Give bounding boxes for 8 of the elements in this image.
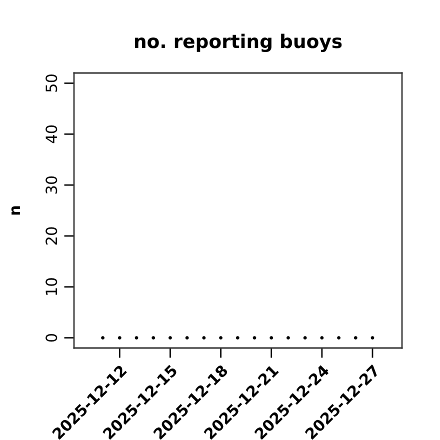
y-tick-label: 10 (46, 278, 58, 295)
y-tick-label: 20 (46, 227, 58, 245)
y-axis-title: n (11, 206, 20, 215)
y-tick-label: 40 (46, 125, 58, 144)
chart-title: no. reporting buoys (135, 34, 342, 52)
y-tick-label: 50 (46, 74, 58, 92)
y-tick-label: 0 (46, 334, 58, 342)
y-tick-label: 30 (46, 176, 58, 194)
